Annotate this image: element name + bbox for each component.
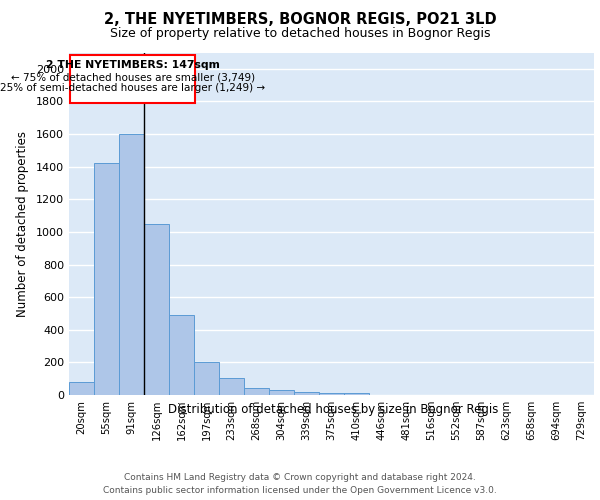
Bar [144,224,169,395]
Text: Contains HM Land Registry data © Crown copyright and database right 2024.: Contains HM Land Registry data © Crown c… [124,472,476,482]
Bar [94,164,119,395]
Text: Size of property relative to detached houses in Bognor Regis: Size of property relative to detached ho… [110,28,490,40]
Text: Contains public sector information licensed under the Open Government Licence v3: Contains public sector information licen… [103,486,497,495]
Text: 25% of semi-detached houses are larger (1,249) →: 25% of semi-detached houses are larger (… [0,84,265,94]
Bar [269,390,294,395]
Bar [244,388,269,395]
Bar [169,315,194,395]
Text: Distribution of detached houses by size in Bognor Regis: Distribution of detached houses by size … [168,402,498,415]
Bar [319,392,344,395]
Text: 2 THE NYETIMBERS: 147sqm: 2 THE NYETIMBERS: 147sqm [46,60,220,70]
Text: ← 75% of detached houses are smaller (3,749): ← 75% of detached houses are smaller (3,… [11,72,255,82]
Bar [69,382,94,395]
Bar [344,392,369,395]
FancyBboxPatch shape [70,55,195,103]
Y-axis label: Number of detached properties: Number of detached properties [16,130,29,317]
Bar [194,362,219,395]
Text: 2, THE NYETIMBERS, BOGNOR REGIS, PO21 3LD: 2, THE NYETIMBERS, BOGNOR REGIS, PO21 3L… [104,12,496,28]
Bar [294,392,319,395]
Bar [219,378,244,395]
Bar [119,134,144,395]
